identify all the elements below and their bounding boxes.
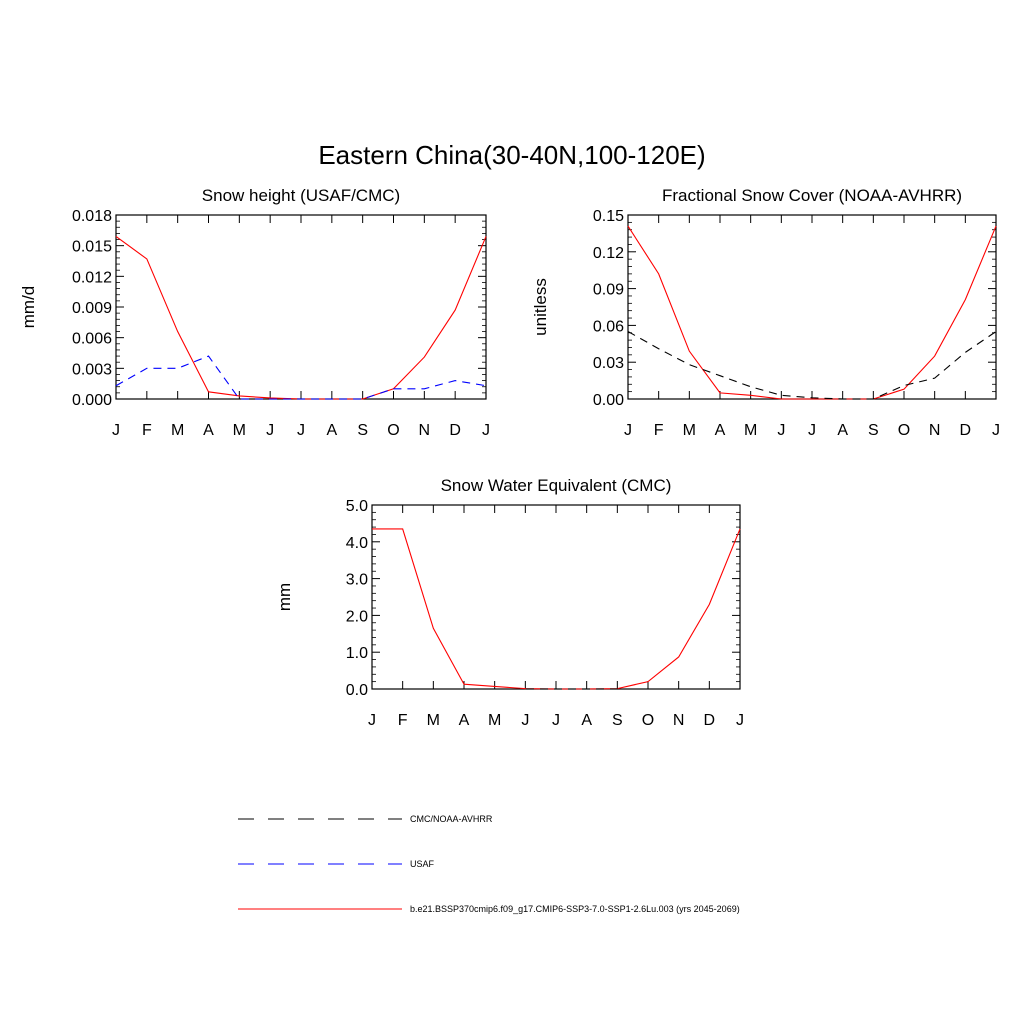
y-tick-label: 0.12: [593, 245, 624, 262]
x-tick-label: D: [704, 712, 716, 729]
panel-title: Snow Water Equivalent (CMC): [441, 476, 672, 495]
x-tick-label: F: [142, 422, 152, 439]
y-tick-label: 0.003: [72, 361, 112, 378]
series-line-b-e21-bssp370cmip6-f09-g17-cmi: [627, 225, 997, 400]
x-tick-label: O: [642, 712, 654, 729]
x-tick-label: S: [868, 422, 879, 439]
x-tick-label: J: [992, 422, 1000, 439]
series-line-cmc-noaa-avhrr: [627, 331, 997, 400]
y-tick-label: 4.0: [346, 535, 368, 552]
y-tick-label: 5.0: [346, 498, 368, 515]
x-tick-label: A: [326, 422, 337, 439]
y-tick-label: 0.012: [72, 269, 112, 286]
plot-frame: [115, 214, 487, 400]
x-tick-label: S: [357, 422, 368, 439]
y-tick-label: 0.00: [593, 392, 624, 409]
chart-panel-1: J F M A M J J A S O N D J0.0000.0030.0060.0090.0120.…: [19, 186, 490, 439]
y-tick-label: 0.15: [593, 208, 624, 225]
x-tick-label: J: [521, 712, 529, 729]
y-axis-label: mm/d: [19, 286, 38, 329]
x-tick-label: N: [929, 422, 941, 439]
x-tick-label: A: [837, 422, 848, 439]
x-tick-label: N: [673, 712, 685, 729]
y-tick-label: 0.09: [593, 282, 624, 299]
y-tick-label: 0.006: [72, 331, 112, 348]
y-tick-label: 2.0: [346, 608, 368, 625]
legend-label: b.e21.BSSP370cmip6.f09_g17.CMIP6-SSP3-7.…: [410, 904, 740, 914]
x-tick-label: D: [449, 422, 461, 439]
x-tick-label: F: [654, 422, 664, 439]
legend: CMC/NOAA-AVHRR USAF b.e21.BSSP370cmip6.f09…: [238, 814, 740, 914]
y-tick-label: 0.06: [593, 318, 624, 335]
series-line-b-e21-bssp370cmip6-f09-g17-cmi: [115, 236, 487, 400]
x-tick-label: J: [736, 712, 744, 729]
figure-title: Eastern China(30-40N,100-120E): [318, 140, 705, 170]
plot-frame: [371, 504, 741, 690]
x-tick-label: A: [203, 422, 214, 439]
x-tick-label: J: [552, 712, 560, 729]
chart-panel-2: J F M A M J J A S O N D J0.000.030.060.090.120.15Fra…: [531, 186, 1000, 439]
series-line-usaf: [115, 355, 487, 400]
x-tick-label: M: [683, 422, 696, 439]
legend-label: USAF: [410, 859, 435, 869]
panel-title: Fractional Snow Cover (NOAA-AVHRR): [662, 186, 962, 205]
series-line-b-e21-bssp370cmip6-f09-g17-cmi: [372, 528, 741, 690]
x-tick-label: J: [482, 422, 490, 439]
x-tick-label: J: [808, 422, 816, 439]
x-tick-label: M: [233, 422, 246, 439]
plots: J F M A M J J A S O N D J0.0000.0030.0060.0090.0120.…: [19, 186, 1000, 729]
x-tick-label: J: [112, 422, 120, 439]
y-tick-label: 0.015: [72, 239, 112, 256]
x-tick-label: A: [459, 712, 470, 729]
y-tick-label: 1.0: [346, 645, 368, 662]
legend-entry-1: CMC/NOAA-AVHRR: [238, 814, 493, 824]
x-tick-label: M: [171, 422, 184, 439]
y-tick-label: 3.0: [346, 572, 368, 589]
y-tick-label: 0.03: [593, 355, 624, 372]
x-tick-label: O: [898, 422, 910, 439]
y-tick-label: 0.000: [72, 392, 112, 409]
x-tick-label: D: [960, 422, 972, 439]
x-tick-label: J: [777, 422, 785, 439]
x-tick-label: O: [387, 422, 399, 439]
x-tick-label: M: [744, 422, 757, 439]
x-tick-label: M: [427, 712, 440, 729]
x-tick-label: J: [266, 422, 274, 439]
x-tick-label: J: [624, 422, 632, 439]
y-tick-label: 0.018: [72, 208, 112, 225]
plot-frame: [627, 214, 997, 400]
panel-title: Snow height (USAF/CMC): [202, 186, 400, 205]
x-tick-label: A: [715, 422, 726, 439]
legend-label: CMC/NOAA-AVHRR: [410, 814, 493, 824]
x-tick-label: M: [488, 712, 501, 729]
x-tick-label: S: [612, 712, 623, 729]
legend-entry-3: b.e21.BSSP370cmip6.f09_g17.CMIP6-SSP3-7.…: [238, 904, 740, 914]
y-tick-label: 0.0: [346, 682, 368, 699]
y-axis-label: unitless: [531, 278, 550, 336]
y-axis-label: mm: [275, 583, 294, 611]
y-tick-label: 0.009: [72, 300, 112, 317]
x-tick-label: N: [419, 422, 431, 439]
legend-entry-2: USAF: [238, 859, 435, 869]
x-tick-label: J: [297, 422, 305, 439]
x-tick-label: J: [368, 712, 376, 729]
x-tick-label: F: [398, 712, 408, 729]
x-tick-label: A: [581, 712, 592, 729]
